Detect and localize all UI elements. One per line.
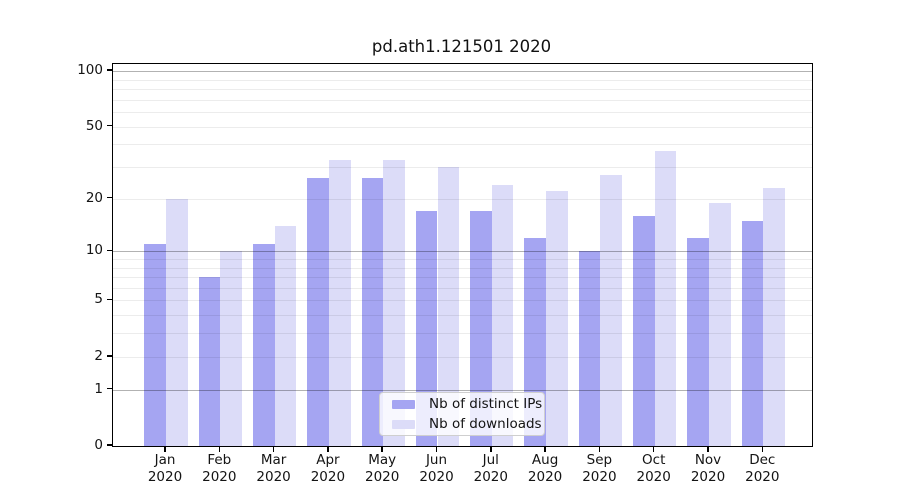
y-grid-minor-line bbox=[113, 277, 812, 279]
y-grid-minor-line bbox=[113, 267, 812, 269]
bar-nb-of-downloads-aug bbox=[546, 191, 568, 446]
y-grid-minor-line bbox=[113, 112, 812, 114]
y-tick-mark bbox=[107, 69, 112, 71]
y-grid-major-line bbox=[113, 251, 812, 253]
y-grid-minor-line bbox=[113, 89, 812, 91]
y-grid-minor-line bbox=[113, 144, 812, 146]
y-tick-mark bbox=[107, 298, 112, 301]
x-tick-mark bbox=[652, 446, 655, 452]
x-tick-label: Feb 2020 bbox=[202, 452, 237, 485]
y-tick-label: 20 bbox=[85, 189, 103, 206]
bar-nb-of-downloads-mar bbox=[274, 226, 297, 446]
bar-nb-of-downloads-feb bbox=[220, 251, 242, 446]
bar-nb-of-distinct-ips-feb bbox=[198, 277, 221, 446]
y-grid-minor-line bbox=[113, 167, 812, 169]
bar-nb-of-downloads-jun bbox=[437, 167, 460, 446]
y-tick-mark bbox=[107, 355, 112, 357]
y-grid-minor-line bbox=[113, 315, 812, 317]
x-tick-mark bbox=[761, 446, 764, 452]
y-tick-label: 50 bbox=[85, 117, 103, 134]
x-tick-label: Jun 2020 bbox=[419, 452, 454, 485]
bar-nb-of-distinct-ips-jan bbox=[144, 244, 166, 446]
x-tick-label: Sep 2020 bbox=[582, 452, 617, 485]
bar-nb-of-downloads-nov bbox=[709, 202, 731, 446]
y-grid-minor-line bbox=[113, 300, 812, 302]
x-tick-mark bbox=[218, 446, 221, 452]
x-tick-mark bbox=[435, 446, 438, 452]
y-tick-label: 0 bbox=[94, 437, 103, 453]
chart-title: pd.ath1.121501 2020 bbox=[371, 37, 552, 56]
x-tick-label: Dec 2020 bbox=[745, 452, 780, 485]
y-tick-mark bbox=[107, 387, 112, 390]
y-grid-minor-line bbox=[113, 356, 812, 358]
bar-nb-of-downloads-may bbox=[383, 159, 405, 446]
bar-nb-of-downloads-jan bbox=[166, 198, 188, 446]
y-grid-minor-line bbox=[113, 198, 812, 200]
bar-nb-of-distinct-ips-oct bbox=[633, 215, 655, 446]
y-grid-minor-line bbox=[113, 99, 812, 101]
bar-nb-of-distinct-ips-mar bbox=[252, 244, 275, 446]
x-tick-label: Nov 2020 bbox=[690, 452, 726, 485]
bar-nb-of-distinct-ips-nov bbox=[687, 237, 709, 446]
x-tick-mark bbox=[327, 446, 329, 452]
x-tick-mark bbox=[490, 446, 492, 452]
bar-nb-of-distinct-ips-sep bbox=[578, 251, 601, 446]
bar-nb-of-distinct-ips-dec bbox=[741, 220, 764, 446]
legend-swatch bbox=[392, 399, 415, 409]
y-grid-minor-line bbox=[113, 126, 812, 128]
y-grid-major-line bbox=[113, 389, 812, 391]
plot-area bbox=[112, 63, 813, 447]
x-tick-label: Oct 2020 bbox=[636, 452, 671, 485]
legend-item: Nb of distinct IPs bbox=[388, 396, 542, 412]
x-tick-mark bbox=[707, 446, 709, 452]
x-tick-label: Jan 2020 bbox=[147, 452, 183, 485]
bar-nb-of-downloads-dec bbox=[763, 187, 785, 446]
y-grid-minor-line bbox=[113, 287, 812, 289]
bar-nb-of-distinct-ips-apr bbox=[307, 178, 329, 446]
bar-nb-of-downloads-jul bbox=[491, 184, 514, 446]
y-grid-minor-line bbox=[113, 259, 812, 260]
x-tick-label: May 2020 bbox=[365, 452, 400, 485]
x-tick-label: Apr 2020 bbox=[310, 452, 346, 485]
x-tick-label: Jul 2020 bbox=[473, 452, 508, 485]
y-tick-mark bbox=[107, 196, 112, 199]
y-grid-minor-line bbox=[113, 333, 812, 335]
legend-item: Nb of downloads bbox=[388, 416, 542, 432]
y-tick-mark bbox=[107, 444, 112, 446]
legend-label: Nb of downloads bbox=[429, 416, 542, 432]
bar-nb-of-distinct-ips-jun bbox=[415, 211, 438, 446]
bar-nb-of-distinct-ips-jul bbox=[470, 211, 492, 446]
x-tick-mark bbox=[598, 446, 601, 452]
y-tick-label: 100 bbox=[77, 62, 103, 79]
bar-nb-of-distinct-ips-may bbox=[361, 178, 384, 446]
x-tick-label: Mar 2020 bbox=[256, 452, 291, 485]
x-tick-mark bbox=[544, 446, 546, 452]
legend: Nb of distinct IPs Nb of downloads bbox=[379, 392, 545, 436]
bar-nb-of-downloads-apr bbox=[328, 159, 351, 446]
legend-swatch bbox=[392, 419, 415, 429]
x-tick-mark bbox=[272, 446, 275, 452]
y-tick-mark bbox=[107, 124, 112, 127]
y-tick-label: 5 bbox=[94, 291, 103, 308]
y-tick-mark bbox=[107, 249, 112, 251]
y-grid-major-line bbox=[113, 71, 812, 73]
x-tick-mark bbox=[381, 446, 383, 452]
y-grid-minor-line bbox=[113, 79, 812, 81]
bar-nb-of-downloads-sep bbox=[600, 175, 623, 446]
legend-label: Nb of distinct IPs bbox=[429, 396, 543, 412]
y-tick-label: 1 bbox=[94, 380, 103, 397]
bar-nb-of-downloads-oct bbox=[654, 150, 677, 446]
x-tick-label: Aug 2020 bbox=[527, 452, 563, 485]
x-tick-mark bbox=[164, 446, 166, 452]
y-tick-label: 10 bbox=[85, 242, 103, 259]
y-tick-label: 2 bbox=[94, 347, 103, 364]
